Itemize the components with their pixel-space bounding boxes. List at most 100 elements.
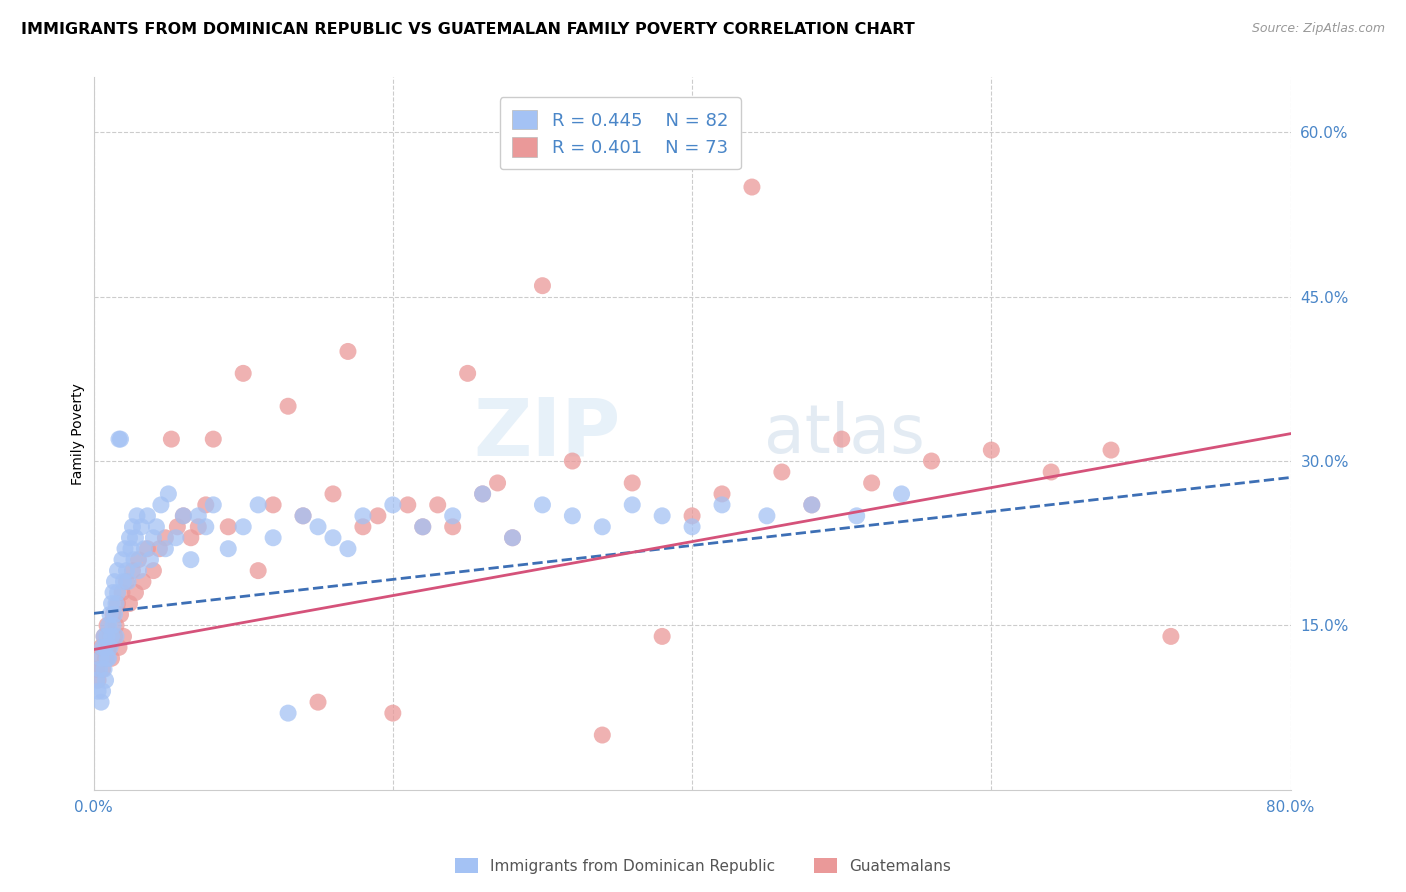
Point bbox=[89, 662, 111, 676]
Point bbox=[103, 629, 125, 643]
Text: atlas: atlas bbox=[763, 401, 925, 467]
Point bbox=[741, 180, 763, 194]
Point bbox=[90, 695, 112, 709]
Point bbox=[531, 278, 554, 293]
Point bbox=[187, 508, 209, 523]
Point bbox=[352, 520, 374, 534]
Point bbox=[124, 531, 146, 545]
Point bbox=[247, 564, 270, 578]
Point bbox=[142, 531, 165, 545]
Point bbox=[621, 475, 644, 490]
Point bbox=[134, 541, 156, 556]
Legend: Immigrants from Dominican Republic, Guatemalans: Immigrants from Dominican Republic, Guat… bbox=[449, 852, 957, 880]
Point bbox=[112, 629, 135, 643]
Point bbox=[127, 552, 149, 566]
Point bbox=[412, 520, 434, 534]
Point bbox=[105, 618, 128, 632]
Point bbox=[122, 552, 145, 566]
Point bbox=[115, 574, 138, 589]
Point bbox=[202, 498, 225, 512]
Point bbox=[110, 607, 132, 622]
Point bbox=[121, 520, 143, 534]
Point bbox=[561, 454, 583, 468]
Point bbox=[139, 552, 162, 566]
Point bbox=[89, 651, 111, 665]
Point bbox=[232, 367, 254, 381]
Point bbox=[132, 574, 155, 589]
Point bbox=[94, 673, 117, 688]
Point bbox=[98, 607, 121, 622]
Point bbox=[336, 541, 359, 556]
Point bbox=[471, 487, 494, 501]
Point bbox=[1099, 443, 1122, 458]
Point bbox=[292, 508, 315, 523]
Point bbox=[100, 629, 122, 643]
Point bbox=[381, 498, 404, 512]
Point bbox=[800, 498, 823, 512]
Point bbox=[651, 508, 673, 523]
Point bbox=[148, 541, 170, 556]
Point bbox=[125, 508, 148, 523]
Point bbox=[426, 498, 449, 512]
Point bbox=[247, 498, 270, 512]
Point bbox=[441, 508, 464, 523]
Point bbox=[307, 520, 329, 534]
Y-axis label: Family Poverty: Family Poverty bbox=[72, 383, 86, 484]
Point bbox=[114, 541, 136, 556]
Point bbox=[105, 629, 128, 643]
Point bbox=[651, 629, 673, 643]
Point bbox=[322, 531, 344, 545]
Point bbox=[262, 531, 284, 545]
Point bbox=[755, 508, 778, 523]
Point bbox=[232, 520, 254, 534]
Point bbox=[149, 498, 172, 512]
Point bbox=[681, 508, 703, 523]
Point bbox=[136, 508, 159, 523]
Point bbox=[103, 574, 125, 589]
Point bbox=[91, 640, 114, 655]
Point bbox=[180, 552, 202, 566]
Point bbox=[292, 508, 315, 523]
Point bbox=[180, 531, 202, 545]
Point bbox=[172, 508, 194, 523]
Legend: R = 0.445    N = 82, R = 0.401    N = 73: R = 0.445 N = 82, R = 0.401 N = 73 bbox=[499, 97, 741, 169]
Point bbox=[502, 531, 524, 545]
Point bbox=[108, 640, 131, 655]
Point bbox=[142, 564, 165, 578]
Text: IMMIGRANTS FROM DOMINICAN REPUBLIC VS GUATEMALAN FAMILY POVERTY CORRELATION CHAR: IMMIGRANTS FROM DOMINICAN REPUBLIC VS GU… bbox=[21, 22, 915, 37]
Text: ZIP: ZIP bbox=[472, 394, 620, 473]
Point bbox=[165, 531, 187, 545]
Point bbox=[101, 618, 124, 632]
Point bbox=[322, 487, 344, 501]
Point bbox=[262, 498, 284, 512]
Point bbox=[307, 695, 329, 709]
Point bbox=[97, 651, 120, 665]
Point bbox=[336, 344, 359, 359]
Point bbox=[681, 520, 703, 534]
Point bbox=[91, 684, 114, 698]
Point bbox=[103, 607, 125, 622]
Point bbox=[94, 640, 117, 655]
Point bbox=[93, 629, 115, 643]
Point bbox=[136, 541, 159, 556]
Point bbox=[96, 618, 118, 632]
Point bbox=[980, 443, 1002, 458]
Point bbox=[101, 607, 124, 622]
Point bbox=[486, 475, 509, 490]
Point bbox=[277, 706, 299, 720]
Point bbox=[166, 520, 188, 534]
Point bbox=[87, 673, 110, 688]
Point bbox=[121, 564, 143, 578]
Point bbox=[831, 432, 853, 446]
Point bbox=[90, 640, 112, 655]
Point bbox=[91, 662, 114, 676]
Point bbox=[1040, 465, 1063, 479]
Point bbox=[100, 651, 122, 665]
Point bbox=[502, 531, 524, 545]
Point bbox=[157, 487, 180, 501]
Point bbox=[890, 487, 912, 501]
Point bbox=[561, 508, 583, 523]
Point bbox=[172, 508, 194, 523]
Point bbox=[711, 487, 734, 501]
Point bbox=[412, 520, 434, 534]
